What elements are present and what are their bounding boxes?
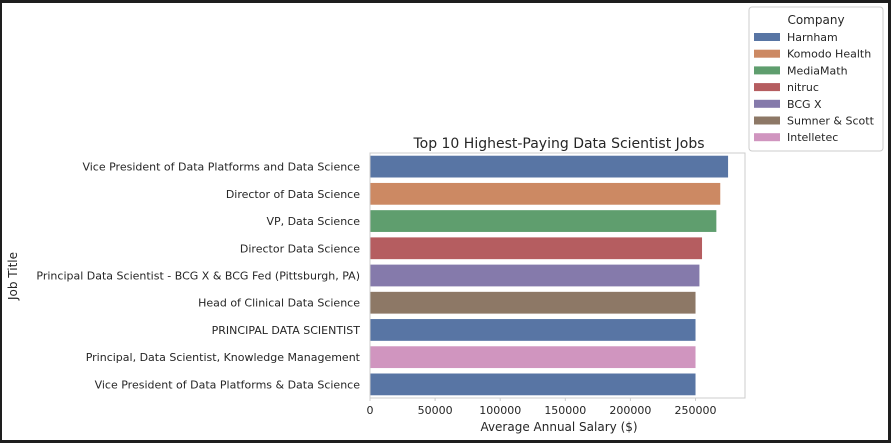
bar	[370, 210, 717, 232]
y-tick-label: Director of Data Science	[226, 188, 360, 201]
legend-entry-label: nitruc	[787, 81, 819, 94]
bar	[370, 182, 721, 205]
y-tick-label: Principal Data Scientist - BCG X & BCG F…	[36, 270, 360, 283]
legend-swatch	[754, 83, 780, 92]
bar	[370, 155, 729, 178]
legend: Company Harnham Komodo Health MediaMath nit…	[748, 6, 884, 152]
bar	[370, 319, 696, 341]
chart-title: Top 10 Highest-Paying Data Scientist Job…	[412, 136, 704, 152]
legend-entry-label: BCG X	[787, 98, 822, 111]
bar	[370, 373, 696, 396]
legend-entry-label: Intelletec	[787, 131, 838, 144]
bar	[370, 237, 703, 260]
legend-swatch	[754, 133, 780, 142]
y-tick-label: Vice President of Data Platforms & Data …	[95, 378, 361, 391]
legend-swatch	[754, 66, 780, 75]
legend-swatch	[754, 49, 780, 58]
bar	[370, 346, 696, 369]
bar	[370, 264, 700, 287]
legend-entry-label: Sumner & Scott	[787, 115, 875, 128]
plot-area-frame	[369, 152, 746, 399]
y-tick-label: VP, Data Science	[266, 215, 360, 228]
legend-frame	[748, 6, 884, 152]
legend-title: Company	[787, 13, 844, 27]
x-axis-label: Average Annual Salary ($)	[480, 420, 637, 434]
legend-entry-label: Komodo Health	[787, 48, 871, 61]
x-tick-label: 150000	[544, 404, 586, 417]
bar	[370, 291, 696, 314]
x-tick-label: 0	[367, 404, 374, 417]
x-tick-label: 50000	[418, 404, 453, 417]
x-tick-label: 100000	[479, 404, 521, 417]
x-tick-label: 200000	[609, 404, 651, 417]
x-tick-label: 250000	[675, 404, 717, 417]
y-tick-label: Vice President of Data Platforms and Dat…	[82, 161, 360, 174]
y-axis-label: Job Title	[6, 252, 20, 301]
legend-entry-label: Harnham	[787, 31, 838, 44]
legend-entry-label: MediaMath	[787, 64, 848, 77]
legend-swatch	[754, 116, 780, 125]
y-tick-label: Director Data Science	[240, 242, 360, 255]
y-tick-label: PRINCIPAL DATA SCIENTIST	[212, 324, 361, 337]
legend-swatch	[754, 99, 780, 108]
chart-figure: Top 10 Highest-Paying Data Scientist Job…	[2, 3, 888, 440]
y-tick-label: Principal, Data Scientist, Knowledge Man…	[86, 351, 361, 364]
bar-chart: Top 10 Highest-Paying Data Scientist Job…	[6, 6, 884, 434]
legend-swatch	[754, 33, 780, 41]
y-tick-label: Head of Clinical Data Science	[198, 297, 360, 310]
